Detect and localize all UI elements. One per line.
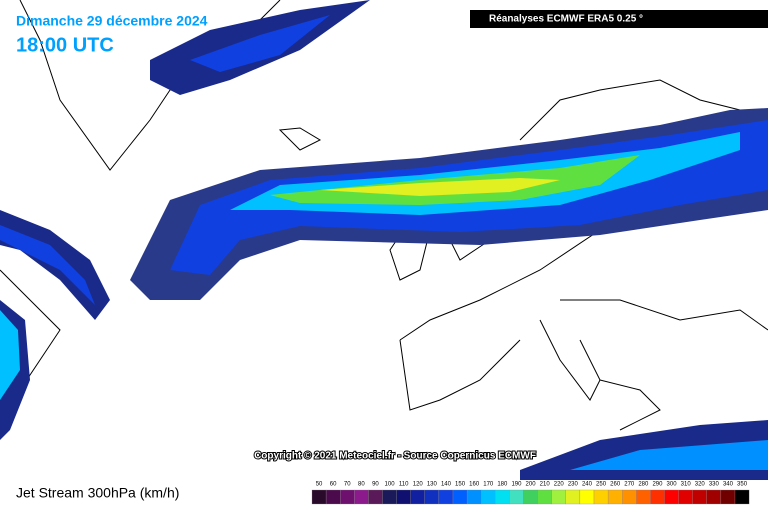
color-swatch xyxy=(664,489,679,505)
color-swatch xyxy=(368,489,383,505)
color-swatch xyxy=(607,489,623,505)
level-label: 70 xyxy=(344,482,351,488)
color-swatch xyxy=(410,489,425,505)
date-label: Dimanche 29 décembre 2024 xyxy=(16,13,208,29)
colorbar: 50 60 70 80 90 100 110 120 130 140 150 160 170 180 190… xyxy=(311,482,750,505)
color-swatch xyxy=(325,489,341,505)
level-label: 290 xyxy=(652,482,663,488)
color-swatch xyxy=(678,489,693,505)
source-bar xyxy=(470,10,768,28)
level-label: 210 xyxy=(540,482,551,488)
time-label: 18:00 UTC xyxy=(16,34,114,56)
level-label: 160 xyxy=(469,482,480,488)
color-swatch xyxy=(340,489,355,505)
level-label: 260 xyxy=(610,482,621,488)
color-swatch xyxy=(311,489,327,505)
color-swatch xyxy=(466,489,482,505)
level-label: 300 xyxy=(667,482,678,488)
color-swatch xyxy=(396,489,411,505)
level-label: 110 xyxy=(399,482,409,488)
copyright: Copyright © 2021 Meteociel.fr - Source C… xyxy=(254,451,536,462)
legend-title: Jet Stream 300hPa (km/h) xyxy=(16,485,179,501)
color-swatch xyxy=(593,489,609,505)
color-swatch xyxy=(424,489,440,505)
color-swatch xyxy=(706,489,722,505)
level-label: 170 xyxy=(483,482,494,488)
level-label: 190 xyxy=(511,482,522,488)
level-label: 130 xyxy=(427,482,438,488)
color-swatch xyxy=(650,489,665,505)
level-label: 330 xyxy=(709,482,720,488)
color-swatch xyxy=(720,489,736,505)
level-label: 180 xyxy=(497,482,508,488)
color-swatch xyxy=(537,489,552,505)
level-label: 230 xyxy=(568,482,579,488)
color-swatch xyxy=(565,489,581,505)
level-label: 140 xyxy=(441,482,452,488)
level-label: 80 xyxy=(358,482,365,488)
color-swatch xyxy=(452,489,468,505)
level-label: 270 xyxy=(624,482,635,488)
level-label: 350 xyxy=(737,482,748,488)
level-label: 150 xyxy=(455,482,466,488)
color-swatch xyxy=(354,489,369,505)
color-swatch xyxy=(579,489,595,505)
color-swatch xyxy=(523,489,538,505)
color-swatch xyxy=(636,489,651,505)
level-label: 90 xyxy=(372,482,379,488)
color-swatch xyxy=(551,489,566,505)
level-label: 280 xyxy=(638,482,649,488)
jet-stream xyxy=(0,0,768,480)
color-swatch xyxy=(509,489,524,505)
source-label: Réanalyses ECMWF ERA5 0.25 ° xyxy=(489,14,643,25)
level-label: 100 xyxy=(385,482,396,488)
level-label: 120 xyxy=(413,482,424,488)
color-swatch xyxy=(382,489,397,505)
level-label: 50 xyxy=(316,482,323,488)
color-swatch xyxy=(495,489,510,505)
color-swatch xyxy=(734,489,750,505)
color-swatch xyxy=(692,489,707,505)
level-label: 200 xyxy=(526,482,537,488)
color-swatch xyxy=(438,489,454,505)
color-swatch xyxy=(481,489,496,505)
color-swatch xyxy=(622,489,637,505)
level-label: 60 xyxy=(330,482,337,488)
level-label: 320 xyxy=(695,482,706,488)
level-label: 240 xyxy=(582,482,593,488)
level-label: 310 xyxy=(681,482,692,488)
level-label: 250 xyxy=(596,482,607,488)
level-label: 220 xyxy=(554,482,565,488)
level-label: 340 xyxy=(723,482,734,488)
